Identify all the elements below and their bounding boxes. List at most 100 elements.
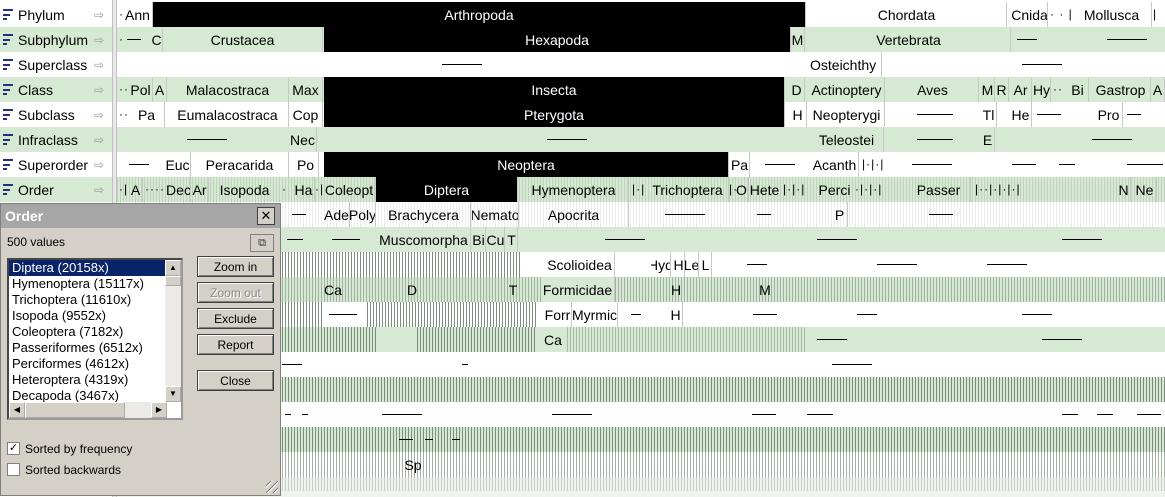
list-item[interactable]: Diptera (20158x) [9,260,181,277]
cell[interactable]: M [981,77,995,102]
cell[interactable]: T [508,281,518,298]
copy-icon[interactable]: ⧉ [250,234,274,252]
close-button[interactable]: Close [197,370,274,391]
resize-grip-icon[interactable] [266,481,278,493]
cell[interactable]: Hyd [651,252,671,277]
sort-icon[interactable] [3,9,13,20]
sorted-backwards-checkbox[interactable] [7,463,20,476]
cell[interactable]: Coleopt [324,177,375,202]
arrow-right-icon[interactable]: ⇨ [94,132,105,147]
cell[interactable]: Po [293,152,319,177]
cell[interactable]: Acanth [811,152,859,177]
cell[interactable]: Ha [293,177,315,202]
cell[interactable]: Ann [123,2,153,27]
cell[interactable]: E [981,127,995,152]
arrow-right-icon[interactable]: ⇨ [94,182,105,197]
list-item[interactable]: Heteroptera (4319x) [12,372,129,387]
cell[interactable]: Myrmic [572,302,618,327]
cell[interactable]: M [759,281,771,298]
cell[interactable]: Sp [405,456,421,473]
cell[interactable]: T [506,227,518,252]
scroll-right-icon[interactable]: ▶ [151,402,167,418]
cell[interactable]: Vertebrata [807,27,1011,52]
cell[interactable]: D [406,281,418,298]
sorted-by-frequency-checkbox[interactable]: ✓ [7,442,20,455]
cell[interactable]: Mollusca [1072,2,1152,27]
sort-icon[interactable] [3,134,13,145]
level-row-superclass[interactable]: Superclass ⇨ [0,52,112,77]
sort-icon[interactable] [3,84,13,95]
list-item[interactable]: Hymenoptera (15117x) [12,276,144,291]
vertical-scrollbar[interactable]: ▲ ▼ [165,260,181,402]
cell[interactable]: Cnida [1012,2,1048,27]
cell[interactable]: N [1117,177,1131,202]
cell-selected[interactable]: Hexapoda [324,27,791,52]
scroll-thumb[interactable] [165,276,181,286]
level-row-superorder[interactable]: Superorder ⇨ [0,152,112,177]
cell[interactable]: H [789,102,807,127]
cell[interactable]: Brachycera [377,202,471,227]
cell-selected[interactable]: Neoptera [324,152,729,177]
sort-icon[interactable] [3,59,13,70]
cell[interactable]: A [153,77,167,102]
arrow-right-icon[interactable]: ⇨ [94,82,105,97]
list-item[interactable]: Isopoda (9552x) [12,308,106,323]
scroll-up-icon[interactable]: ▲ [165,260,181,276]
cell[interactable]: Perci [817,177,853,202]
close-icon[interactable]: ✕ [257,207,275,225]
cell[interactable]: Passer [907,177,971,202]
sort-icon[interactable] [3,159,13,170]
scroll-left-icon[interactable]: ◀ [9,402,25,418]
arrow-right-icon[interactable]: ⇨ [94,32,105,47]
arrow-right-icon[interactable]: ⇨ [94,7,105,22]
list-item[interactable]: Coleoptera (7182x) [12,324,124,339]
cell[interactable]: Ar [191,177,209,202]
sort-icon[interactable] [3,109,13,120]
scroll-down-icon[interactable]: ▼ [165,386,181,402]
level-row-subclass[interactable]: Subclass ⇨ [0,102,112,127]
cell[interactable]: He [1010,102,1032,127]
cell[interactable]: Formicidae [541,277,615,302]
cell[interactable]: Cu [487,227,505,252]
cell[interactable]: H [670,281,682,298]
cell[interactable]: Ar [1010,77,1032,102]
cell[interactable]: Isopoda [210,177,280,202]
sort-icon[interactable] [3,34,13,45]
cell[interactable]: P [832,202,848,227]
cell[interactable]: Poly [350,202,376,227]
cell[interactable]: A [1151,77,1165,102]
cell[interactable]: R [995,77,1009,102]
cell[interactable]: Malacostraca [167,77,289,102]
arrow-right-icon[interactable]: ⇨ [94,157,105,172]
cell[interactable]: Pa [129,102,165,127]
cell[interactable]: Tl [981,102,997,127]
sort-icon[interactable] [3,184,13,195]
values-listbox[interactable]: Diptera (20158x) Hymenoptera (15117x) Tr… [7,258,183,420]
list-item[interactable]: Passeriformes (6512x) [12,340,143,355]
cell[interactable]: L [700,252,712,277]
cell[interactable]: Hy [1033,77,1051,102]
cell[interactable]: C [151,27,163,52]
cell[interactable]: Trichoptera [647,177,729,202]
cell[interactable]: Scolioidea [545,252,615,277]
cell[interactable]: Gastrop [1091,77,1151,102]
horizontal-scrollbar[interactable]: ◀ ▶ [9,402,167,418]
cell[interactable]: Forr [544,302,572,327]
cell[interactable]: Apocrita [519,202,629,227]
level-row-order[interactable]: Order ⇨ [0,177,112,202]
cell[interactable]: D [789,77,805,102]
cell[interactable]: Hymenoptera [519,177,629,202]
cell[interactable]: Ca [324,281,342,298]
exclude-button[interactable]: Exclude [197,308,274,329]
zoom-in-button[interactable]: Zoom in [197,256,274,277]
cell[interactable]: Pa [730,152,750,177]
list-item[interactable]: Perciformes (4612x) [12,356,130,371]
cell[interactable]: Teleostei [810,127,884,152]
cell[interactable]: Aves [887,77,979,102]
cell[interactable]: Dec [167,177,191,202]
report-button[interactable]: Report [197,334,274,355]
cell[interactable]: H [673,252,685,277]
cell-selected[interactable]: Insecta [324,77,785,102]
cell[interactable]: H [669,302,683,327]
cell[interactable]: Eumalacostraca [167,102,289,127]
